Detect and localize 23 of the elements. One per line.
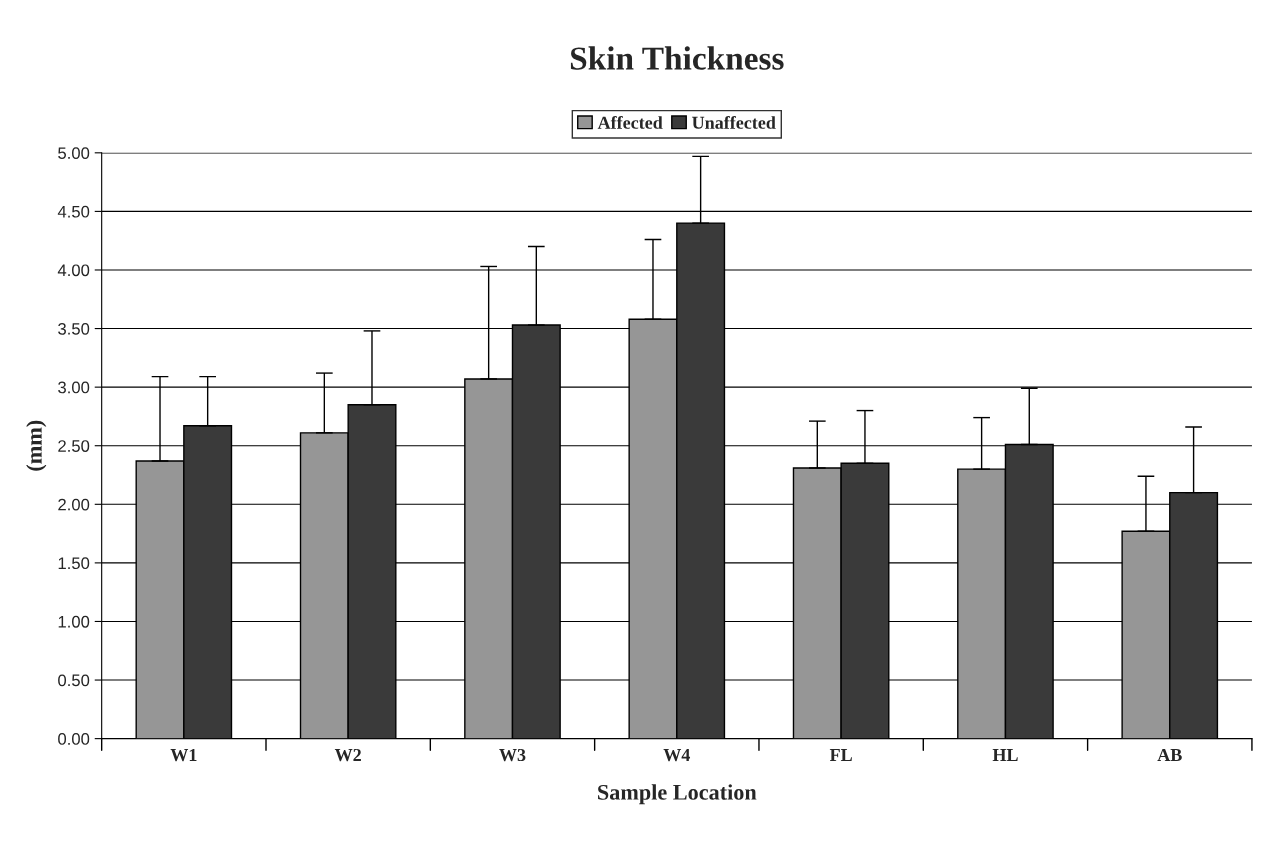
chart-title: Skin Thickness [570, 46, 784, 70]
legend-label: Unaffected [692, 115, 776, 129]
x-tick-label: AB [1157, 748, 1182, 761]
y-tick-label: 0.00 [58, 733, 90, 745]
x-tick-label: FL [829, 749, 852, 761]
y-tick-label: 5.00 [58, 147, 90, 160]
y-tick-label: 3.50 [58, 322, 90, 335]
x-tick-label: W3 [499, 748, 526, 762]
legend-label: Affected [597, 115, 663, 129]
x-tick-label: HL [992, 749, 1018, 761]
x-tick-label: W2 [334, 748, 361, 762]
y-tick-label: 0.50 [58, 674, 90, 687]
x-tick-label: W4 [663, 749, 691, 762]
y-tick-label: 4.50 [57, 205, 90, 218]
x-axis-title: Sample Location [598, 784, 757, 805]
y-tick-label: 3.00 [58, 381, 90, 394]
x-tick-label: W1 [170, 748, 197, 762]
y-tick-label: 1.50 [58, 557, 90, 570]
y-tick-label: 4.00 [57, 264, 90, 277]
y-tick-label: 2.00 [58, 498, 90, 511]
y-tick-label: 1.00 [58, 615, 90, 628]
y-tick-label: 2.50 [58, 440, 90, 452]
y-axis-title: (mm) [26, 420, 47, 471]
